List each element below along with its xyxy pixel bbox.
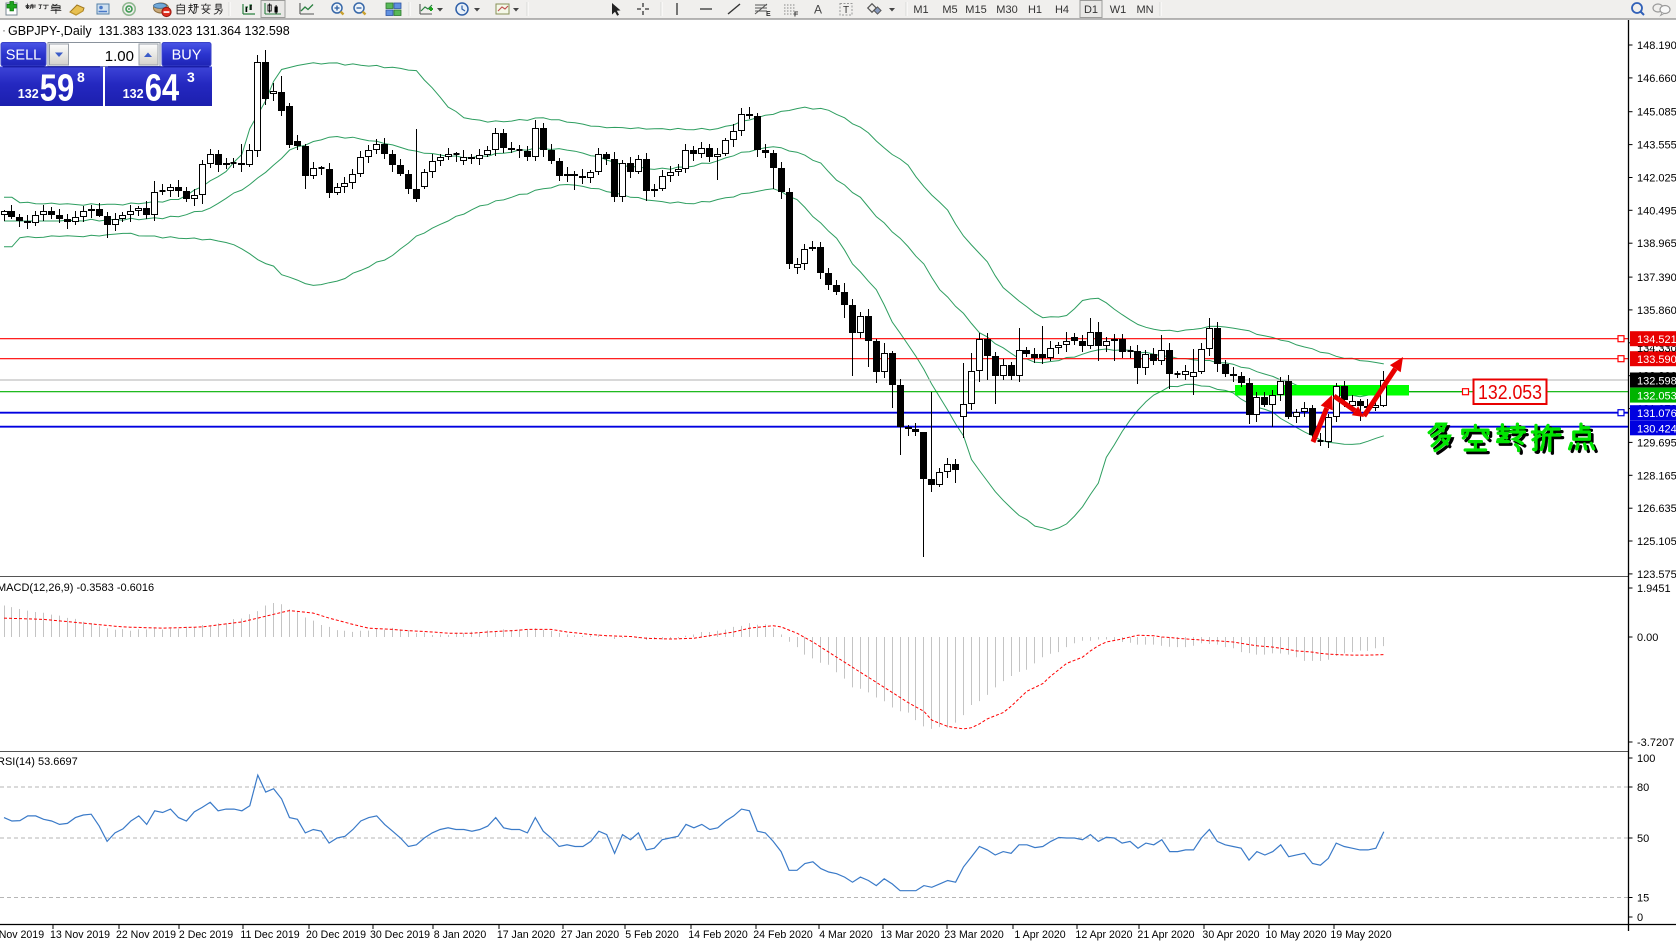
svg-text:2 Dec 2019: 2 Dec 2019	[179, 929, 233, 941]
svg-text:64: 64	[145, 68, 180, 110]
svg-text:5 Feb 2020: 5 Feb 2020	[625, 929, 679, 941]
svg-text:W1: W1	[1110, 4, 1127, 16]
svg-text:0.00: 0.00	[1637, 632, 1658, 644]
svg-text:142.025: 142.025	[1637, 173, 1676, 185]
svg-text:H4: H4	[1055, 4, 1069, 16]
svg-text:23 Mar 2020: 23 Mar 2020	[944, 929, 1004, 941]
svg-text:131.076: 131.076	[1637, 408, 1676, 420]
svg-text:59: 59	[40, 68, 75, 110]
svg-text:MACD(12,26,9) -0.3583 -0.6016: MACD(12,26,9) -0.3583 -0.6016	[0, 582, 154, 594]
svg-text:10 May 2020: 10 May 2020	[1265, 929, 1326, 941]
svg-text:H1: H1	[1028, 4, 1042, 16]
svg-text:F: F	[794, 12, 799, 19]
svg-text:GBPJPY-,Daily 131.383 133.023: GBPJPY-,Daily 131.383 133.023 131.364 13…	[8, 24, 290, 38]
svg-text:8: 8	[77, 69, 85, 85]
svg-text:134.521: 134.521	[1637, 334, 1676, 346]
svg-text:T: T	[843, 5, 849, 16]
svg-text:148.190: 148.190	[1637, 40, 1676, 52]
svg-text:135.860: 135.860	[1637, 305, 1676, 317]
svg-text:13 Nov 2019: 13 Nov 2019	[50, 929, 110, 941]
svg-text:27 Jan 2020: 27 Jan 2020	[561, 929, 619, 941]
svg-text:17 Jan 2020: 17 Jan 2020	[497, 929, 555, 941]
svg-text:80: 80	[1637, 782, 1649, 794]
svg-text:6 Nov 2019: 6 Nov 2019	[0, 929, 44, 941]
svg-text:145.085: 145.085	[1637, 107, 1676, 119]
svg-text:130.424: 130.424	[1637, 423, 1676, 435]
svg-text:D1: D1	[1084, 4, 1098, 16]
svg-text:11 Dec 2019: 11 Dec 2019	[240, 929, 299, 941]
svg-text:132: 132	[123, 86, 144, 101]
svg-text:30 Apr 2020: 30 Apr 2020	[1202, 929, 1259, 941]
svg-text:125.105: 125.105	[1637, 536, 1676, 548]
svg-text:12 Apr 2020: 12 Apr 2020	[1075, 929, 1132, 941]
svg-text:22 Nov 2019: 22 Nov 2019	[116, 929, 176, 941]
svg-text:RSI(14) 53.6697: RSI(14) 53.6697	[0, 756, 78, 768]
svg-text:1.9451: 1.9451	[1637, 583, 1671, 595]
svg-text:4 Mar 2020: 4 Mar 2020	[819, 929, 873, 941]
svg-text:1.00: 1.00	[105, 48, 134, 65]
svg-text:0: 0	[1637, 912, 1643, 924]
svg-text:14 Feb 2020: 14 Feb 2020	[688, 929, 748, 941]
svg-text:A: A	[814, 3, 822, 17]
svg-text:E: E	[766, 11, 771, 18]
svg-text:24 Feb 2020: 24 Feb 2020	[753, 929, 813, 941]
svg-text:20 Dec 2019: 20 Dec 2019	[306, 929, 366, 941]
svg-text:129.695: 129.695	[1637, 437, 1676, 449]
svg-text:M1: M1	[913, 4, 928, 16]
svg-text:1 Apr 2020: 1 Apr 2020	[1014, 929, 1065, 941]
svg-text:MN: MN	[1136, 4, 1153, 16]
svg-text:50: 50	[1637, 833, 1649, 845]
svg-text:M5: M5	[942, 4, 957, 16]
svg-text:15: 15	[1637, 893, 1649, 905]
svg-text:·: ·	[2, 23, 6, 37]
svg-text:BUY: BUY	[172, 48, 202, 64]
svg-text:138.965: 138.965	[1637, 238, 1676, 250]
svg-text:30 Dec 2019: 30 Dec 2019	[370, 929, 430, 941]
svg-text:143.555: 143.555	[1637, 140, 1676, 152]
svg-text:132.053: 132.053	[1478, 382, 1542, 404]
svg-text:19 May 2020: 19 May 2020	[1330, 929, 1391, 941]
svg-text:M15: M15	[965, 4, 986, 16]
svg-text:SELL: SELL	[6, 48, 41, 64]
svg-text:146.660: 146.660	[1637, 73, 1676, 85]
svg-text:21 Apr 2020: 21 Apr 2020	[1137, 929, 1194, 941]
svg-text:3: 3	[187, 69, 195, 85]
svg-text:126.635: 126.635	[1637, 503, 1676, 515]
svg-text:137.390: 137.390	[1637, 272, 1676, 284]
svg-text:8 Jan 2020: 8 Jan 2020	[434, 929, 487, 941]
svg-text:123.575: 123.575	[1637, 569, 1676, 581]
svg-text:M30: M30	[996, 4, 1017, 16]
svg-text:128.165: 128.165	[1637, 470, 1676, 482]
svg-text:13 Mar 2020: 13 Mar 2020	[880, 929, 940, 941]
svg-text:-3.7207: -3.7207	[1637, 737, 1674, 749]
svg-text:134.330: 134.330	[1637, 343, 1676, 355]
svg-text:132.598: 132.598	[1637, 376, 1676, 388]
svg-text:132: 132	[18, 86, 39, 101]
svg-text:140.495: 140.495	[1637, 205, 1676, 217]
svg-text:100: 100	[1637, 753, 1655, 765]
svg-text:133.590: 133.590	[1637, 354, 1676, 366]
svg-text:132.053: 132.053	[1637, 391, 1676, 403]
